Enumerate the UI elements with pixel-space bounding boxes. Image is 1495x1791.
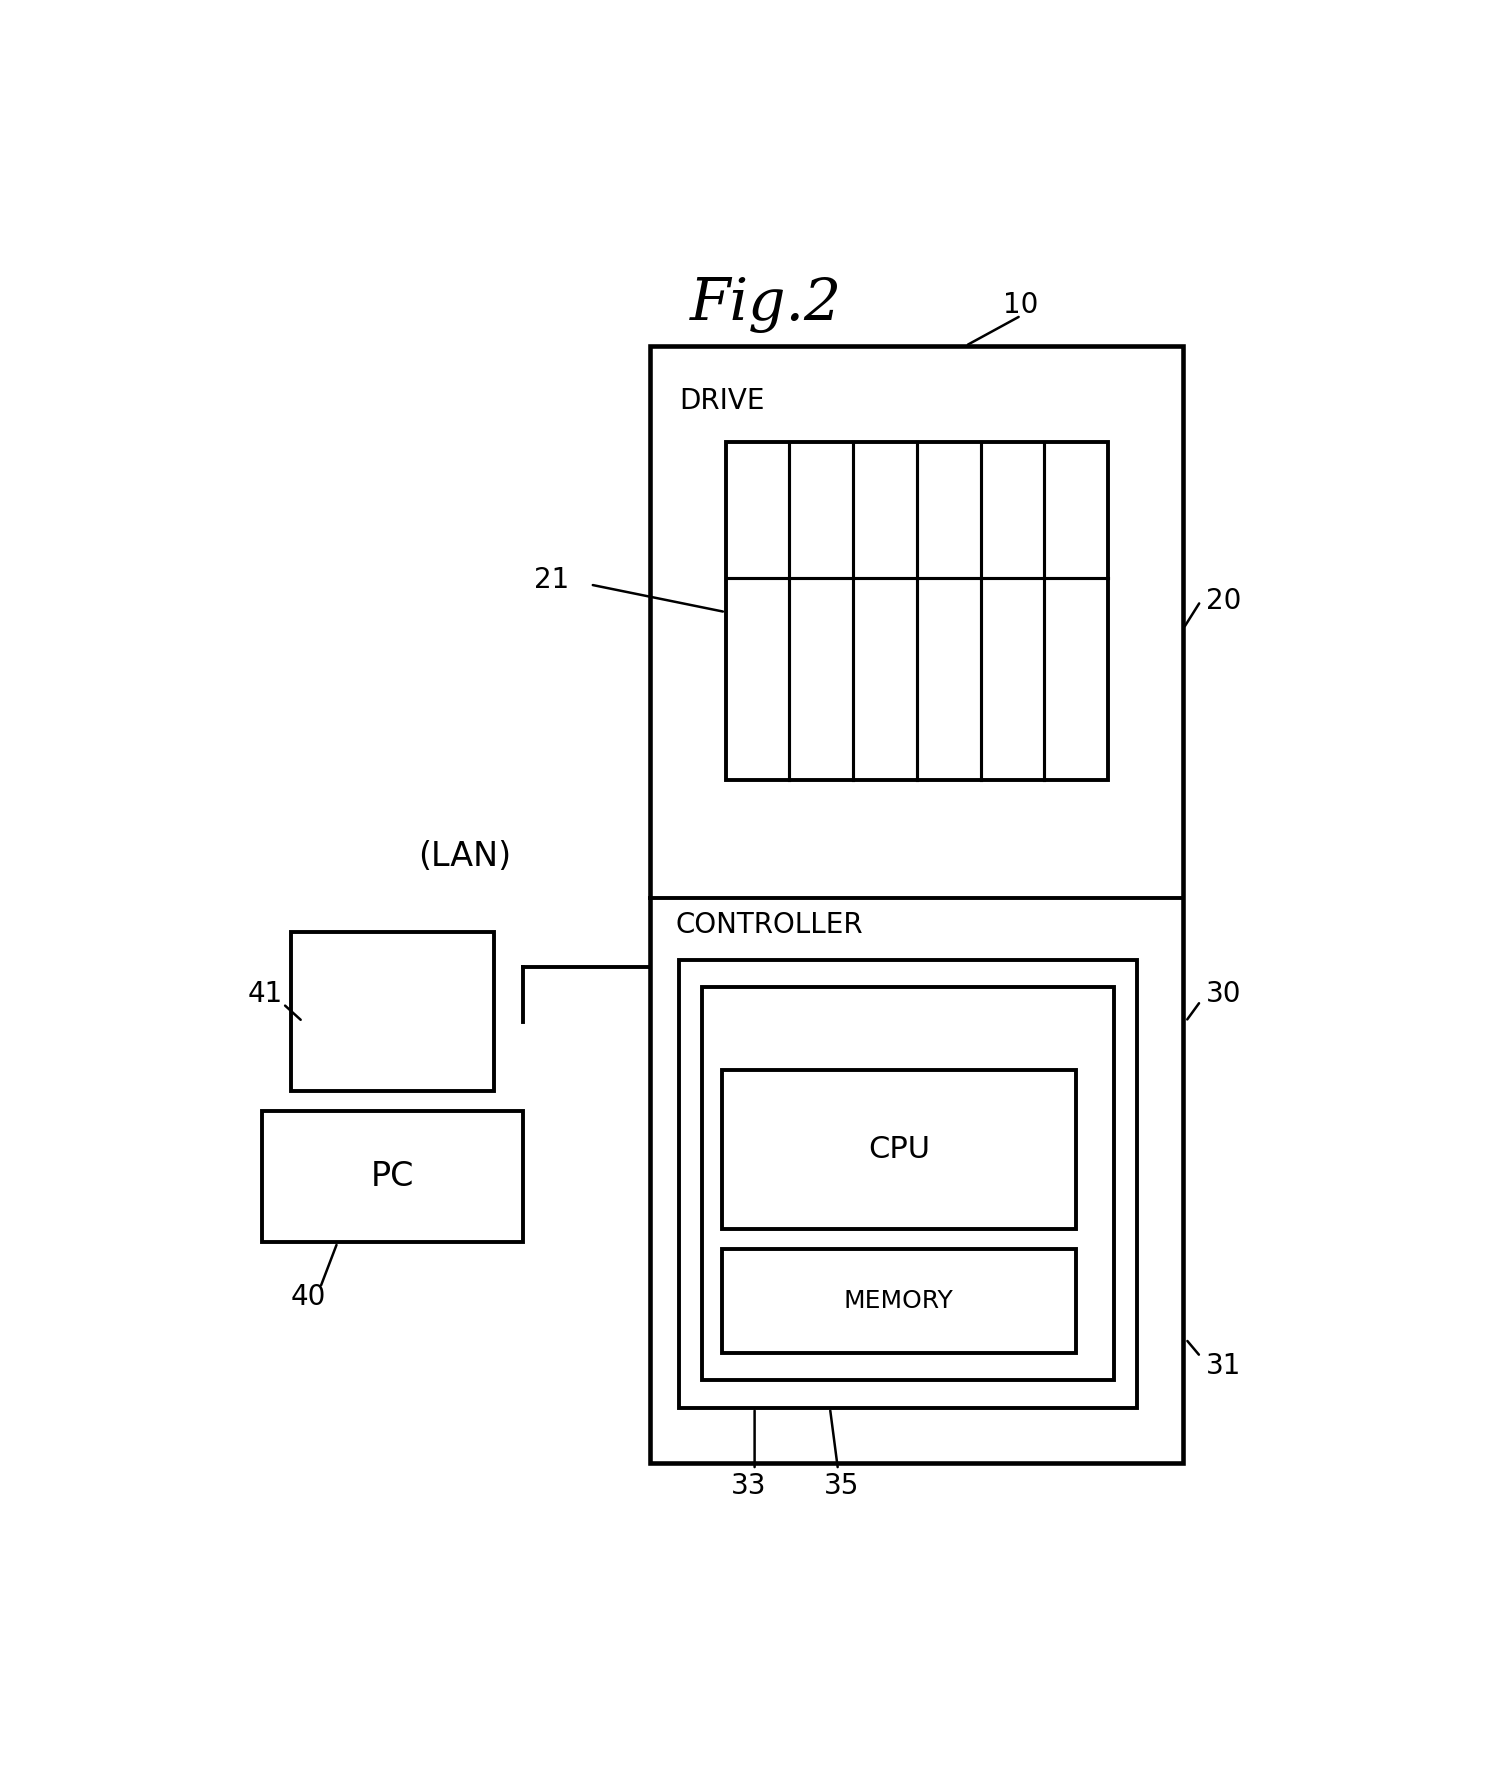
Text: PC: PC [371,1161,414,1193]
Text: MEMORY: MEMORY [845,1290,954,1313]
Text: (LAN): (LAN) [419,840,511,872]
Bar [725,442,1108,781]
Text: 31: 31 [1206,1352,1241,1381]
Text: CONTROLLER: CONTROLLER [676,912,864,938]
Bar [679,960,1136,1408]
Text: 21: 21 [534,566,570,595]
Bar [650,346,1184,1463]
Bar [722,1250,1075,1352]
Text: 20: 20 [1206,587,1241,614]
Bar [292,931,493,1091]
Text: DRIVE: DRIVE [679,387,765,416]
Text: 33: 33 [731,1472,767,1501]
Text: 35: 35 [824,1472,860,1501]
Bar [722,1069,1075,1229]
Text: 41: 41 [248,980,283,1008]
Bar [262,1110,523,1243]
Text: 30: 30 [1206,980,1241,1008]
Text: 10: 10 [1003,290,1039,319]
Text: CPU: CPU [869,1135,930,1164]
Text: 40: 40 [292,1284,326,1311]
Text: Fig.2: Fig.2 [691,278,842,333]
Bar [703,987,1114,1381]
